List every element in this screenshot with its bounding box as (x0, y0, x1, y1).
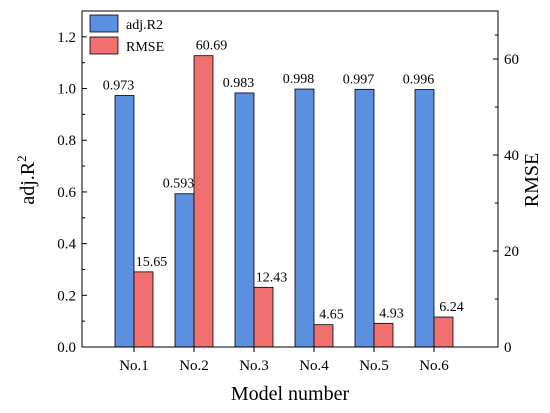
legend-swatch-rmse (89, 36, 119, 55)
y-axis-left-title-sup: 2 (14, 155, 29, 162)
bar-adj-r2-5 (354, 88, 375, 348)
bar-adj-r2-2 (174, 193, 195, 348)
plot-frame (81, 10, 499, 348)
data-label-adj-r2-5: 0.997 (343, 72, 375, 87)
y-axis-left-title: adj.R2 (14, 155, 39, 204)
y-left-tick-label-3: 0.6 (57, 185, 76, 201)
bar-rmse-5 (373, 322, 394, 348)
data-label-rmse-4: 4.65 (319, 308, 344, 323)
data-label-adj-r2-2: 0.593 (163, 177, 195, 192)
bar-adj-r2-6 (414, 89, 435, 348)
data-label-rmse-3: 12.43 (256, 270, 288, 285)
y-right-tick-label-2: 40 (504, 148, 519, 164)
data-label-rmse-6: 6.24 (439, 300, 464, 315)
data-label-adj-r2-6: 0.996 (403, 73, 435, 88)
x-axis-title: Model number (231, 383, 350, 405)
data-label-adj-r2-3: 0.983 (223, 76, 255, 91)
y-right-tick-label-0: 0 (504, 340, 512, 356)
x-tick-label-6: No.6 (419, 358, 449, 374)
bar-rmse-6 (433, 316, 454, 348)
y-left-tick-label-0: 0.0 (57, 340, 76, 356)
y-left-tick-label-4: 0.8 (57, 133, 76, 149)
data-label-rmse-2: 60.69 (196, 39, 228, 54)
y-right-tick-label-1: 20 (504, 244, 519, 260)
bar-adj-r2-3 (234, 92, 255, 348)
x-tick-label-1: No.1 (119, 358, 149, 374)
y-axis-left-title-base: adj.R (17, 161, 39, 204)
legend-swatch-adj-r2 (89, 14, 119, 33)
data-label-rmse-1: 15.65 (136, 255, 168, 270)
legend-label-adj-r2: adj.R2 (126, 18, 163, 33)
y-right-tick-label-3: 60 (504, 52, 519, 68)
bars-layer (114, 55, 454, 348)
bar-rmse-2 (193, 55, 214, 348)
x-tick-label-3: No.3 (239, 358, 269, 374)
x-tick-label-5: No.5 (359, 358, 389, 374)
bar-rmse-4 (313, 324, 334, 348)
data-label-adj-r2-4: 0.998 (283, 72, 315, 87)
x-tick-label-2: No.2 (179, 358, 209, 374)
bar-rmse-3 (253, 286, 274, 348)
data-label-adj-r2-1: 0.973 (103, 79, 135, 94)
legend-label-rmse: RMSE (126, 40, 164, 55)
y-axis-right-title: RMSE (521, 153, 543, 207)
legend: adj.R2 RMSE (89, 14, 164, 55)
bar-rmse-1 (133, 271, 154, 348)
y-left-tick-label-2: 0.4 (57, 237, 76, 253)
bar-adj-r2-1 (114, 95, 135, 348)
bar-adj-r2-4 (294, 88, 315, 348)
data-label-rmse-5: 4.93 (379, 306, 404, 321)
y-left-tick-label-5: 1.0 (57, 82, 76, 98)
y-left-tick-label-1: 0.2 (57, 288, 76, 304)
data-labels-layer: 0.973 15.65 0.593 60.69 0.983 12.43 0.998 4.65 0… (103, 39, 464, 323)
x-tick-label-4: No.4 (299, 358, 329, 374)
axis-ticks: No.1 No.2 No.3 No.4 No.5 No.6 0.0 0.2 0.4 0.6 0.8 1… (57, 30, 519, 374)
y-left-tick-label-6: 1.2 (57, 30, 76, 46)
